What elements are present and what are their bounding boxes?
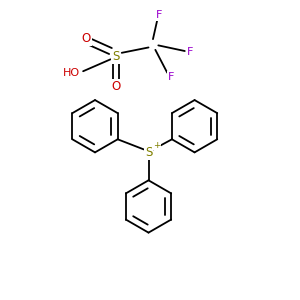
Text: F: F xyxy=(168,72,174,82)
Text: F: F xyxy=(187,47,193,57)
Text: HO: HO xyxy=(63,68,80,78)
Text: S: S xyxy=(145,146,152,160)
Text: +: + xyxy=(153,141,160,150)
Text: S: S xyxy=(112,50,119,63)
Text: O: O xyxy=(111,80,120,93)
Text: F: F xyxy=(156,10,162,20)
Text: O: O xyxy=(82,32,91,45)
